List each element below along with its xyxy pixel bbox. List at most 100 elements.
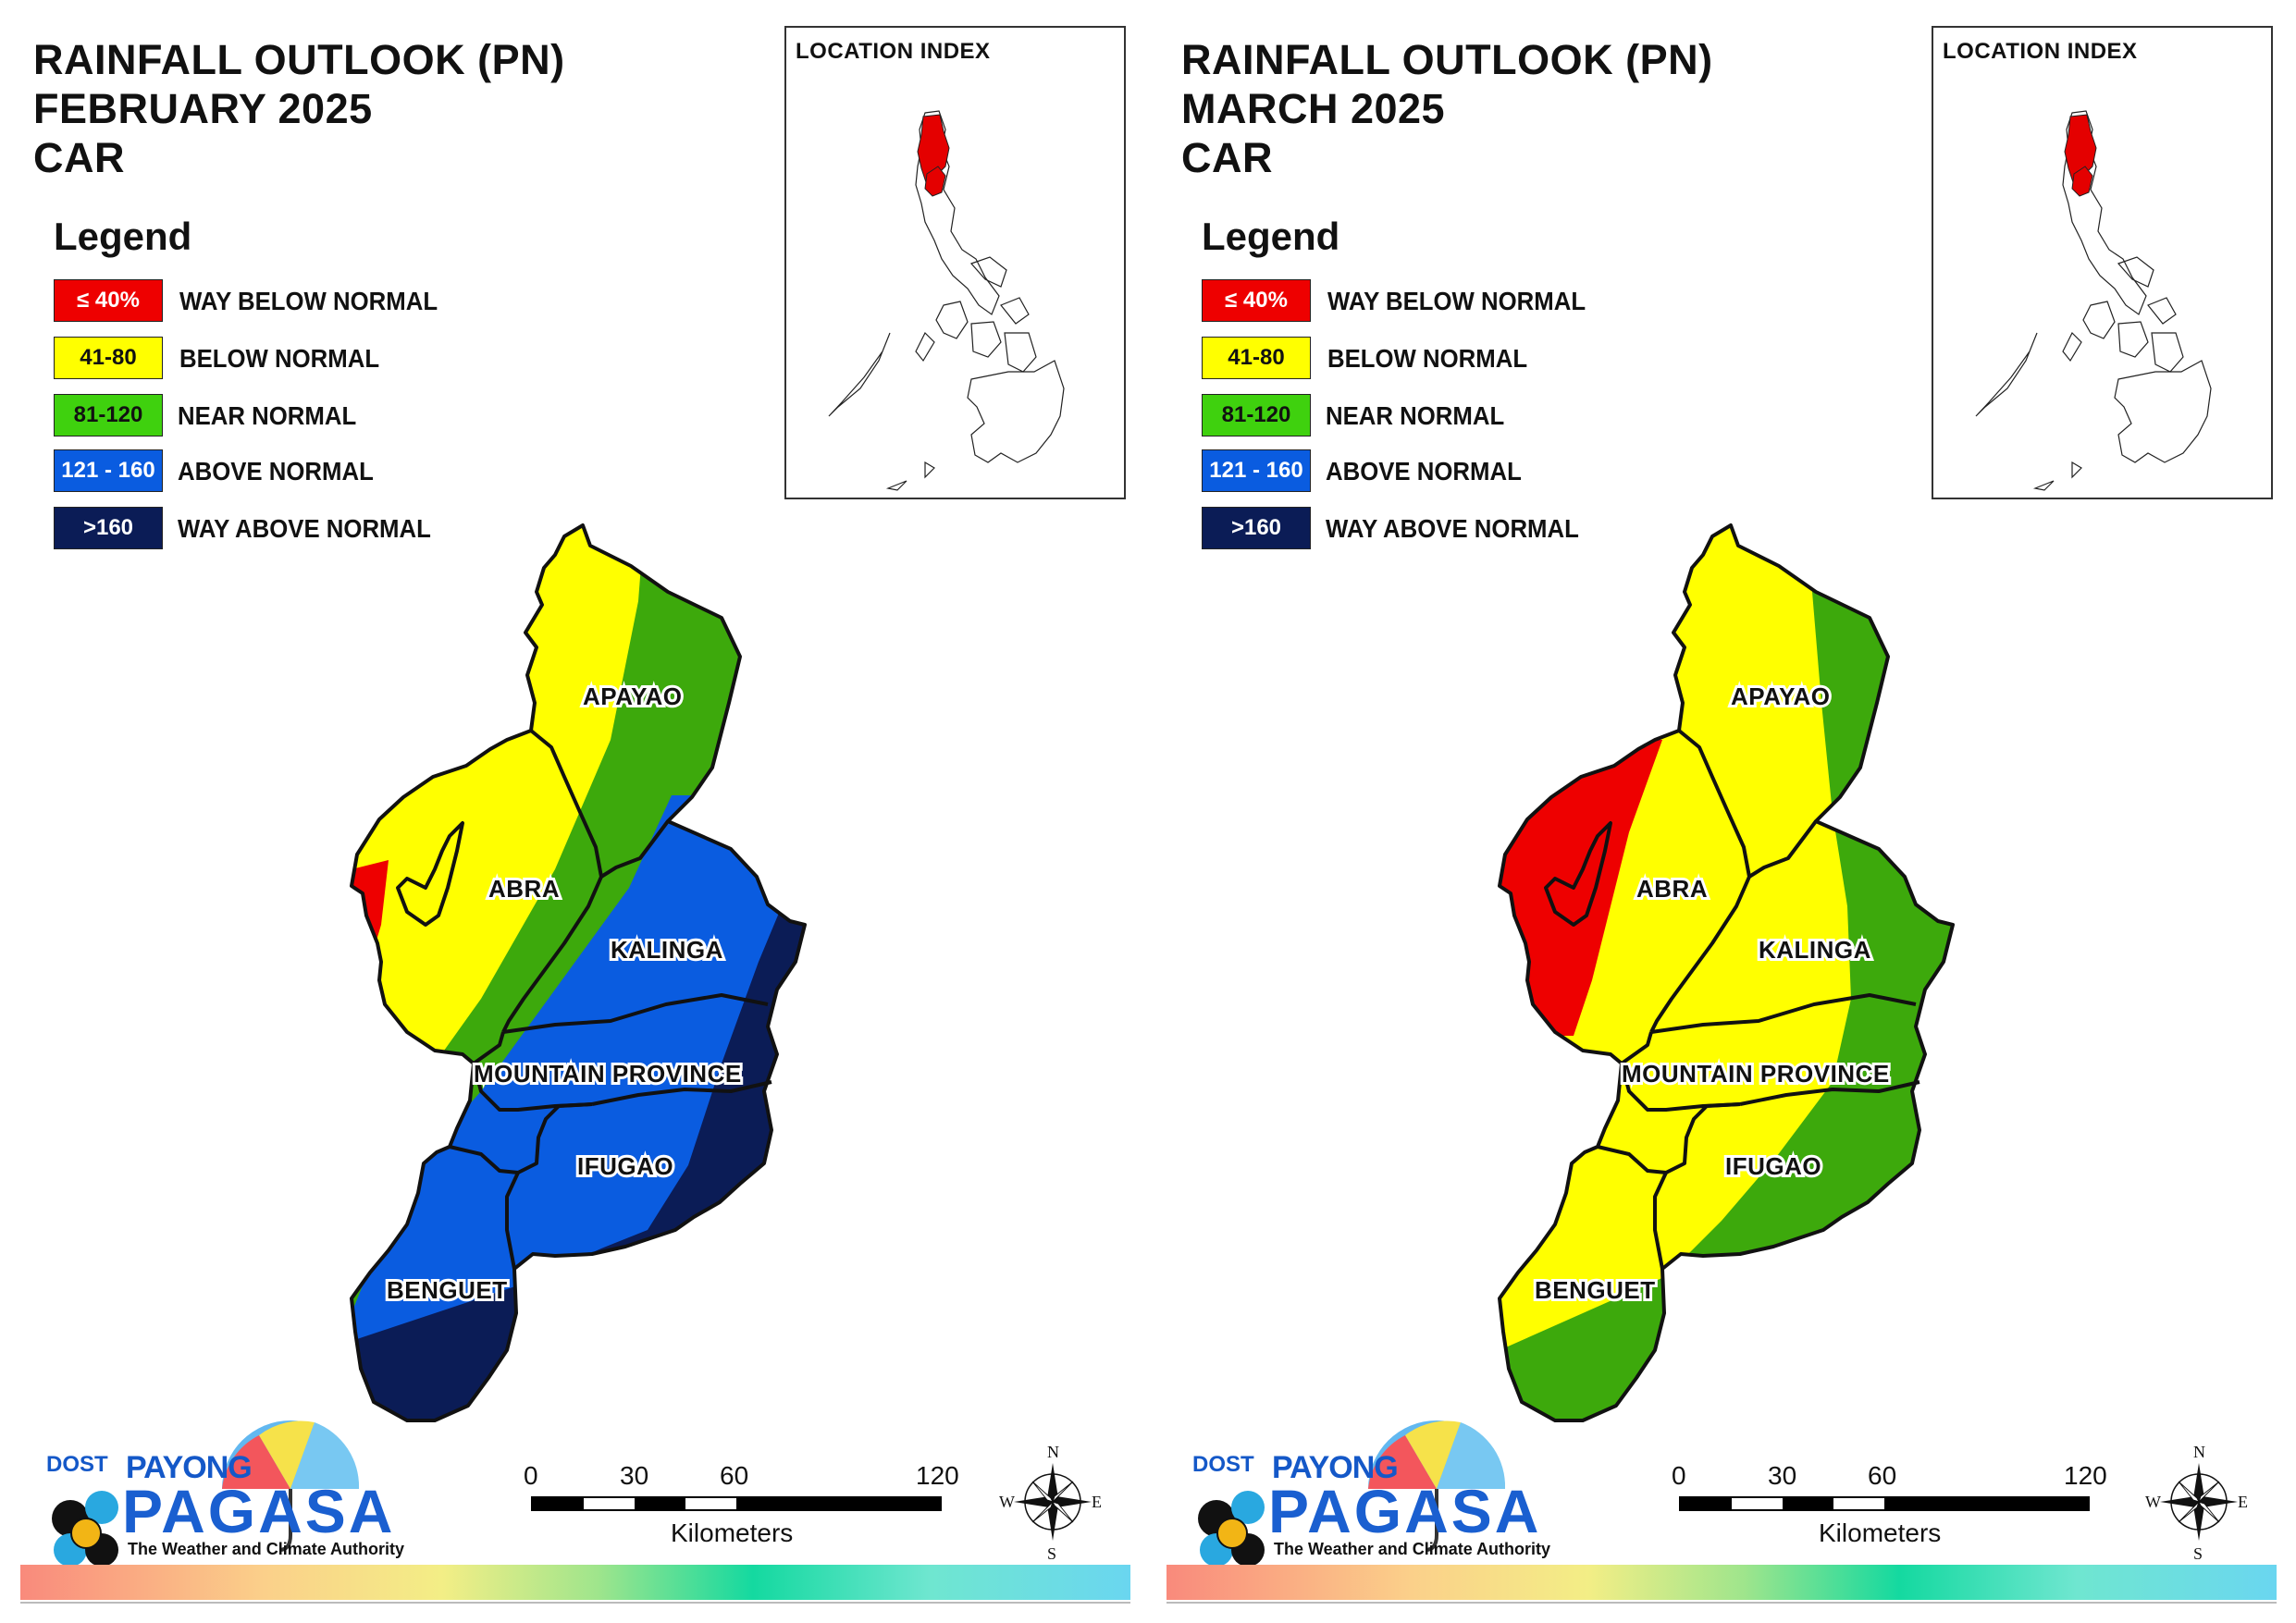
label-benguet: BENGUET bbox=[1535, 1276, 1656, 1304]
legend-swatch: 41-80 bbox=[1202, 337, 1311, 379]
footer-line bbox=[20, 1602, 1130, 1604]
footer-gradient-bar bbox=[1167, 1565, 2277, 1600]
legend-item-way-below: ≤ 40% WAY BELOW NORMAL bbox=[54, 279, 535, 324]
scale-tick: 30 bbox=[1768, 1461, 1797, 1490]
label-kalinga: KALINGA bbox=[611, 936, 723, 964]
location-index-inset: LOCATION INDEX bbox=[1932, 26, 2273, 499]
label-ifugao: IFUGAO bbox=[1725, 1152, 1821, 1180]
label-apayao: APAYAO bbox=[583, 682, 683, 710]
payong-text: PAYONG bbox=[126, 1450, 253, 1485]
compass-s: S bbox=[1047, 1544, 1057, 1563]
scale-track bbox=[1679, 1496, 2090, 1511]
north-arrow-compass: N E S W bbox=[999, 1443, 1102, 1563]
philippines-outline-map bbox=[1975, 110, 2212, 491]
scale-bar: 0 30 60 120 Kilometers bbox=[524, 1461, 959, 1563]
pagasa-text: PAGASA bbox=[1268, 1477, 1542, 1545]
province-labels: APAYAO ABRA KALINGA MOUNTAIN PROVINCE IF… bbox=[384, 680, 744, 1307]
scale-tick: 0 bbox=[524, 1461, 538, 1490]
scale-tick: 60 bbox=[720, 1461, 749, 1490]
logo-tagline: The Weather and Climate Authority bbox=[1274, 1540, 1551, 1558]
legend-swatch: 81-120 bbox=[1202, 394, 1311, 436]
legend-item-way-above: >160 WAY ABOVE NORMAL bbox=[54, 507, 535, 551]
pagasa-text: PAGASA bbox=[122, 1477, 396, 1545]
rainfall-zones bbox=[352, 525, 805, 1420]
legend-title: Legend bbox=[54, 215, 192, 258]
legend-item-above: 121 - 160 ABOVE NORMAL bbox=[1202, 449, 1683, 494]
compass-rose-icon bbox=[2160, 1463, 2238, 1541]
compass-e: E bbox=[1092, 1493, 1102, 1511]
label-kalinga: KALINGA bbox=[1759, 936, 1871, 964]
legend-label: WAY BELOW NORMAL bbox=[1327, 287, 1586, 315]
scale-unit: Kilometers bbox=[671, 1518, 794, 1547]
province-labels: APAYAO ABRA KALINGA MOUNTAIN PROVINCE IF… bbox=[1532, 680, 1892, 1307]
location-index-inset: LOCATION INDEX bbox=[784, 26, 1126, 499]
legend-label: BELOW NORMAL bbox=[1327, 344, 1528, 373]
dost-text: DOST bbox=[1192, 1452, 1254, 1477]
legend-swatch: 121 - 160 bbox=[54, 449, 163, 492]
label-mountain-province: MOUNTAIN PROVINCE bbox=[1622, 1060, 1890, 1088]
scale-track bbox=[531, 1496, 942, 1511]
legend-swatch: >160 bbox=[54, 507, 163, 549]
logo-tagline: The Weather and Climate Authority bbox=[128, 1540, 405, 1558]
location-index-title: LOCATION INDEX bbox=[1943, 39, 2138, 64]
scale-tick: 0 bbox=[1672, 1461, 1686, 1490]
legend-item-near: 81-120 NEAR NORMAL bbox=[1202, 394, 1683, 438]
label-mountain-province: MOUNTAIN PROVINCE bbox=[474, 1060, 742, 1088]
scale-tick: 120 bbox=[2064, 1461, 2107, 1490]
compass-rose-icon bbox=[1014, 1463, 1092, 1541]
legend-swatch: 41-80 bbox=[54, 337, 163, 379]
north-arrow-compass: N E S W bbox=[2145, 1443, 2248, 1563]
label-apayao: APAYAO bbox=[1731, 682, 1831, 710]
pagasa-logo: DOST PAYONG PAGASA The Weather and Clima… bbox=[37, 1387, 407, 1568]
title-line-3: CAR bbox=[1181, 134, 1273, 181]
location-index-title: LOCATION INDEX bbox=[796, 39, 991, 64]
legend-swatch: ≤ 40% bbox=[1202, 279, 1311, 322]
umbrella-icon bbox=[52, 1420, 360, 1567]
scale-tick: 120 bbox=[916, 1461, 959, 1490]
legend-label: WAY BELOW NORMAL bbox=[179, 287, 438, 315]
philippines-outline-map bbox=[828, 110, 1065, 491]
scale-tick: 30 bbox=[620, 1461, 649, 1490]
compass-e: E bbox=[2238, 1493, 2248, 1511]
map-title: RAINFALL OUTLOOK (PN) MARCH 2025 CAR bbox=[1181, 35, 1713, 182]
car-rainfall-map-march: APAYAO ABRA KALINGA MOUNTAIN PROVINCE IF… bbox=[1498, 523, 1955, 1422]
legend-swatch: 121 - 160 bbox=[1202, 449, 1311, 492]
compass-s: S bbox=[2193, 1544, 2203, 1563]
label-abra: ABRA bbox=[488, 875, 560, 903]
legend-label: NEAR NORMAL bbox=[1326, 401, 1505, 430]
legend-item-way-above: >160 WAY ABOVE NORMAL bbox=[1202, 507, 1683, 551]
legend-item-below: 41-80 BELOW NORMAL bbox=[1202, 337, 1683, 381]
legend-item-above: 121 - 160 ABOVE NORMAL bbox=[54, 449, 535, 494]
legend-item-near: 81-120 NEAR NORMAL bbox=[54, 394, 535, 438]
legend-swatch: >160 bbox=[1202, 507, 1311, 549]
compass-w: W bbox=[2145, 1493, 2161, 1511]
scale-bar: 0 30 60 120 Kilometers bbox=[1672, 1461, 2107, 1563]
legend-label: WAY ABOVE NORMAL bbox=[1326, 514, 1579, 543]
legend-swatch: 81-120 bbox=[54, 394, 163, 436]
pagasa-logo: DOST PAYONG PAGASA The Weather and Clima… bbox=[1183, 1387, 1553, 1568]
footer-line bbox=[1167, 1602, 2277, 1604]
scale-tick: 60 bbox=[1868, 1461, 1897, 1490]
compass-w: W bbox=[999, 1493, 1015, 1511]
umbrella-icon bbox=[1198, 1420, 1506, 1567]
legend-label: BELOW NORMAL bbox=[179, 344, 380, 373]
map-title: RAINFALL OUTLOOK (PN) FEBRUARY 2025 CAR bbox=[33, 35, 565, 182]
legend-label: ABOVE NORMAL bbox=[1326, 457, 1522, 486]
compass-n: N bbox=[2193, 1443, 2205, 1461]
legend-label: ABOVE NORMAL bbox=[178, 457, 374, 486]
title-line-3: CAR bbox=[33, 134, 125, 181]
map-panel-february: RAINFALL OUTLOOK (PN) FEBRUARY 2025 CAR … bbox=[20, 26, 1130, 1604]
car-rainfall-map-february: APAYAO ABRA KALINGA MOUNTAIN PROVINCE IF… bbox=[350, 523, 807, 1422]
compass-n: N bbox=[1047, 1443, 1059, 1461]
title-line-1: RAINFALL OUTLOOK (PN) bbox=[33, 36, 565, 83]
label-benguet: BENGUET bbox=[387, 1276, 508, 1304]
map-panel-march: RAINFALL OUTLOOK (PN) MARCH 2025 CAR Leg… bbox=[1148, 0, 2296, 1623]
province-boundaries bbox=[350, 523, 807, 1422]
legend-label: NEAR NORMAL bbox=[178, 401, 357, 430]
scale-unit: Kilometers bbox=[1819, 1518, 1942, 1547]
province-boundaries bbox=[1498, 523, 1955, 1422]
legend-label: WAY ABOVE NORMAL bbox=[178, 514, 431, 543]
dost-text: DOST bbox=[46, 1452, 108, 1477]
payong-text: PAYONG bbox=[1272, 1450, 1399, 1485]
legend-item-below: 41-80 BELOW NORMAL bbox=[54, 337, 535, 381]
